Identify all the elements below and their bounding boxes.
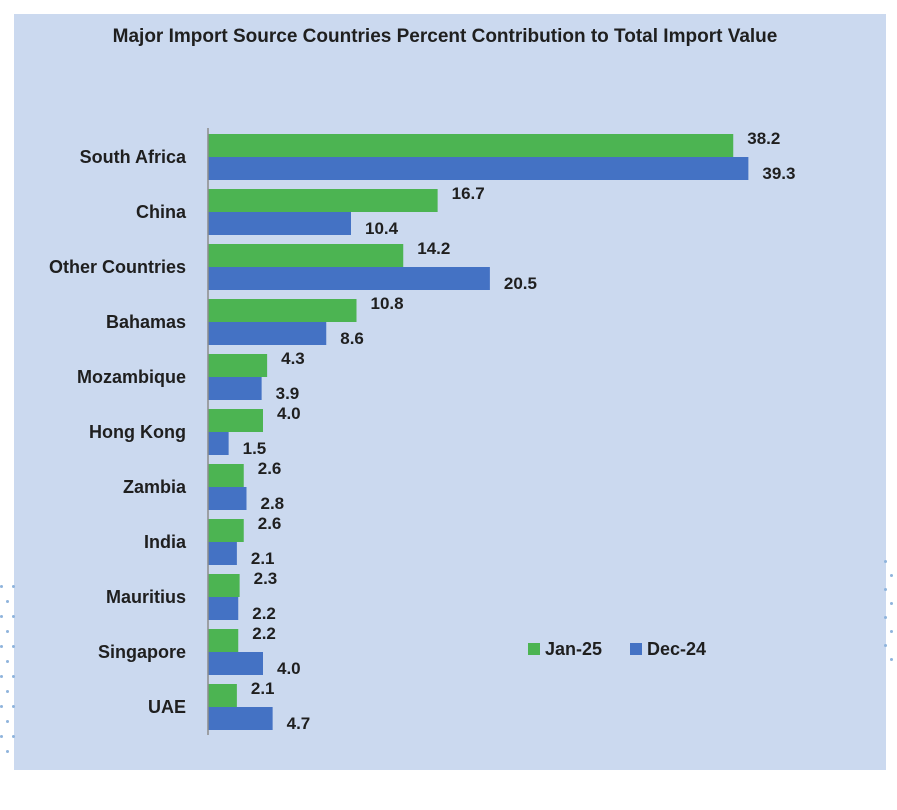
category-label-mozambique: Mozambique bbox=[77, 367, 186, 387]
value-label-other-countries-dec-24: 20.5 bbox=[504, 274, 537, 293]
category-label-china: China bbox=[136, 202, 187, 222]
decorative-dot bbox=[890, 574, 893, 577]
bar-mozambique-jan-25 bbox=[208, 354, 268, 377]
bar-singapore-dec-24 bbox=[208, 652, 263, 675]
value-label-bahamas-dec-24: 8.6 bbox=[340, 329, 364, 348]
decorative-dot bbox=[0, 705, 3, 708]
legend-label-dec-24: Dec-24 bbox=[647, 639, 706, 659]
value-label-singapore-jan-25: 2.2 bbox=[252, 624, 276, 643]
value-label-other-countries-jan-25: 14.2 bbox=[417, 239, 450, 258]
decorative-dot bbox=[12, 675, 15, 678]
decorative-dot bbox=[6, 750, 9, 753]
decorative-dot bbox=[890, 602, 893, 605]
category-label-bahamas: Bahamas bbox=[106, 312, 186, 332]
value-label-hong-kong-jan-25: 4.0 bbox=[277, 404, 301, 423]
decorative-dot bbox=[884, 560, 887, 563]
category-label-india: India bbox=[144, 532, 187, 552]
decorative-dot bbox=[884, 644, 887, 647]
decorative-dot bbox=[884, 588, 887, 591]
category-label-singapore: Singapore bbox=[98, 642, 186, 662]
bar-south-africa-dec-24 bbox=[208, 157, 749, 180]
decorative-dot bbox=[6, 600, 9, 603]
decorative-dot bbox=[6, 630, 9, 633]
value-label-uae-jan-25: 2.1 bbox=[251, 679, 275, 698]
value-label-india-jan-25: 2.6 bbox=[258, 514, 282, 533]
bar-hong-kong-dec-24 bbox=[208, 432, 229, 455]
bar-mozambique-dec-24 bbox=[208, 377, 262, 400]
decorative-dot bbox=[884, 616, 887, 619]
value-label-china-dec-24: 10.4 bbox=[365, 219, 399, 238]
category-label-mauritius: Mauritius bbox=[106, 587, 186, 607]
decorative-dot bbox=[12, 735, 15, 738]
bar-hong-kong-jan-25 bbox=[208, 409, 263, 432]
decorative-dot bbox=[12, 615, 15, 618]
bar-china-dec-24 bbox=[208, 212, 351, 235]
chart-title: Major Import Source Countries Percent Co… bbox=[112, 26, 778, 47]
decorative-dot bbox=[6, 690, 9, 693]
value-label-bahamas-jan-25: 10.8 bbox=[371, 294, 404, 313]
value-label-mozambique-jan-25: 4.3 bbox=[281, 349, 305, 368]
decorative-dot bbox=[0, 585, 3, 588]
decorative-dot bbox=[0, 675, 3, 678]
category-label-uae: UAE bbox=[148, 697, 186, 717]
value-label-mauritius-dec-24: 2.2 bbox=[252, 604, 276, 623]
value-label-uae-dec-24: 4.7 bbox=[287, 714, 311, 733]
bar-zambia-dec-24 bbox=[208, 487, 247, 510]
category-label-south-africa: South Africa bbox=[80, 147, 187, 167]
legend-swatch-jan-25 bbox=[528, 643, 540, 655]
legend-swatch-dec-24 bbox=[630, 643, 642, 655]
decorative-dots-left bbox=[0, 585, 20, 775]
bar-bahamas-dec-24 bbox=[208, 322, 327, 345]
value-label-india-dec-24: 2.1 bbox=[251, 549, 275, 568]
value-label-singapore-dec-24: 4.0 bbox=[277, 659, 301, 678]
decorative-dot bbox=[890, 630, 893, 633]
category-label-other-countries: Other Countries bbox=[49, 257, 186, 277]
decorative-dots-right bbox=[880, 560, 897, 680]
bar-uae-jan-25 bbox=[208, 684, 237, 707]
bar-india-jan-25 bbox=[208, 519, 244, 542]
decorative-dot bbox=[890, 658, 893, 661]
value-label-south-africa-jan-25: 38.2 bbox=[747, 129, 780, 148]
value-label-hong-kong-dec-24: 1.5 bbox=[243, 439, 267, 458]
value-label-mauritius-jan-25: 2.3 bbox=[254, 569, 278, 588]
decorative-dot bbox=[0, 735, 3, 738]
bar-singapore-jan-25 bbox=[208, 629, 239, 652]
decorative-dot bbox=[12, 645, 15, 648]
decorative-dot bbox=[12, 705, 15, 708]
decorative-dot bbox=[6, 660, 9, 663]
category-label-hong-kong: Hong Kong bbox=[89, 422, 186, 442]
decorative-dot bbox=[0, 645, 3, 648]
bar-bahamas-jan-25 bbox=[208, 299, 357, 322]
decorative-dot bbox=[12, 585, 15, 588]
decorative-dot bbox=[6, 720, 9, 723]
bar-china-jan-25 bbox=[208, 189, 438, 212]
legend-label-jan-25: Jan-25 bbox=[545, 639, 602, 659]
bar-uae-dec-24 bbox=[208, 707, 273, 730]
value-label-zambia-dec-24: 2.8 bbox=[261, 494, 285, 513]
decorative-dot bbox=[0, 615, 3, 618]
value-label-mozambique-dec-24: 3.9 bbox=[276, 384, 300, 403]
bar-other-countries-dec-24 bbox=[208, 267, 490, 290]
value-label-south-africa-dec-24: 39.3 bbox=[762, 164, 795, 183]
bar-mauritius-dec-24 bbox=[208, 597, 239, 620]
value-label-zambia-jan-25: 2.6 bbox=[258, 459, 282, 478]
bar-south-africa-jan-25 bbox=[208, 134, 734, 157]
category-label-zambia: Zambia bbox=[123, 477, 187, 497]
bar-other-countries-jan-25 bbox=[208, 244, 404, 267]
bar-zambia-jan-25 bbox=[208, 464, 244, 487]
bar-mauritius-jan-25 bbox=[208, 574, 240, 597]
value-label-china-jan-25: 16.7 bbox=[452, 184, 485, 203]
bar-india-dec-24 bbox=[208, 542, 237, 565]
